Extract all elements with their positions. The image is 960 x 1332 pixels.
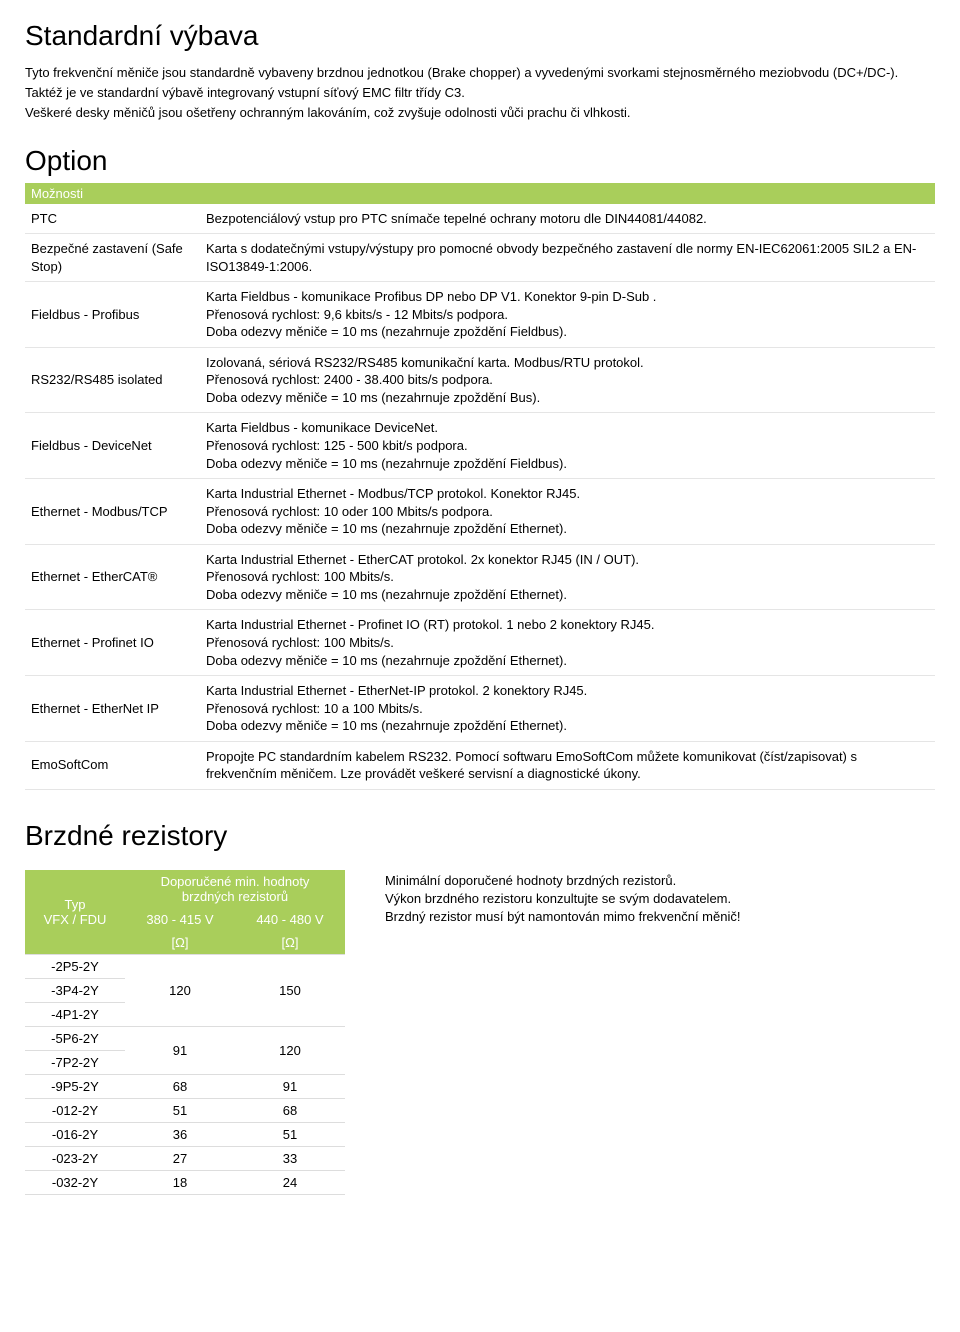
brzd-head-unit2: [Ω] [235, 931, 345, 955]
option-row-desc: Bezpotenciálový vstup pro PTC snímače te… [200, 204, 935, 234]
brzd-row-v1: 27 [125, 1146, 235, 1170]
brzd-head-typ: Typ VFX / FDU [25, 870, 125, 955]
option-row-desc: Karta s dodatečnými vstupy/výstupy pro p… [200, 234, 935, 282]
brzd-row-type: -5P6-2Y [25, 1026, 125, 1050]
option-row-label: Bezpečné zastavení (Safe Stop) [25, 234, 200, 282]
brzd-head-unit1: [Ω] [125, 931, 235, 955]
brzd-side-l1: Minimální doporučené hodnoty brzdných re… [385, 872, 740, 890]
option-row-desc: Karta Industrial Ethernet - Modbus/TCP p… [200, 479, 935, 545]
brzd-row-type: -2P5-2Y [25, 954, 125, 978]
option-header: Možnosti [25, 183, 935, 204]
brzd-row-type: -016-2Y [25, 1122, 125, 1146]
standard-title: Standardní výbava [25, 20, 935, 52]
option-row-label: RS232/RS485 isolated [25, 347, 200, 413]
brzd-row-type: -9P5-2Y [25, 1074, 125, 1098]
brzd-row-v1: 91 [125, 1026, 235, 1074]
option-title: Option [25, 145, 935, 177]
option-row-desc: Karta Industrial Ethernet - EtherCAT pro… [200, 544, 935, 610]
standard-p3: Veškeré desky měničů jsou ošetřeny ochra… [25, 104, 935, 122]
brzd-side-l2: Výkon brzdného rezistoru konzultujte se … [385, 890, 740, 908]
brzd-row-v2: 51 [235, 1122, 345, 1146]
brzd-row-type: -7P2-2Y [25, 1050, 125, 1074]
brzd-row-v1: 120 [125, 954, 235, 1026]
option-row-label: Ethernet - EtherNet IP [25, 676, 200, 742]
brzd-row-v2: 68 [235, 1098, 345, 1122]
option-row-label: EmoSoftCom [25, 741, 200, 789]
brzd-title: Brzdné rezistory [25, 820, 935, 852]
option-row-desc: Karta Fieldbus - komunikace Profibus DP … [200, 282, 935, 348]
brzd-row-v2: 24 [235, 1170, 345, 1194]
option-row-desc: Propojte PC standardním kabelem RS232. P… [200, 741, 935, 789]
option-row-label: Fieldbus - DeviceNet [25, 413, 200, 479]
brzd-head-c2: 440 - 480 V [235, 908, 345, 931]
brzd-row-v1: 51 [125, 1098, 235, 1122]
option-row-desc: Karta Fieldbus - komunikace DeviceNet. P… [200, 413, 935, 479]
option-row-label: PTC [25, 204, 200, 234]
brzd-head-c1: 380 - 415 V [125, 908, 235, 931]
brzd-row-v2: 91 [235, 1074, 345, 1098]
option-row-label: Ethernet - Profinet IO [25, 610, 200, 676]
brzd-table: Typ VFX / FDU Doporučené min. hodnoty br… [25, 870, 345, 1195]
brzd-row-v1: 68 [125, 1074, 235, 1098]
brzd-row-v1: 18 [125, 1170, 235, 1194]
option-table: PTCBezpotenciálový vstup pro PTC snímače… [25, 204, 935, 790]
brzd-row-type: -023-2Y [25, 1146, 125, 1170]
option-row-desc: Karta Industrial Ethernet - Profinet IO … [200, 610, 935, 676]
option-row-label: Fieldbus - Profibus [25, 282, 200, 348]
brzd-row-v2: 150 [235, 954, 345, 1026]
brzd-side: Minimální doporučené hodnoty brzdných re… [385, 870, 740, 927]
brzd-row-type: -4P1-2Y [25, 1002, 125, 1026]
standard-p1: Tyto frekvenční měniče jsou standardně v… [25, 64, 935, 82]
option-row-desc: Izolovaná, sériová RS232/RS485 komunikač… [200, 347, 935, 413]
brzd-side-l3: Brzdný rezistor musí být namontován mimo… [385, 908, 740, 926]
option-row-label: Ethernet - EtherCAT® [25, 544, 200, 610]
brzd-row-type: -3P4-2Y [25, 978, 125, 1002]
brzd-row-v1: 36 [125, 1122, 235, 1146]
brzd-row-type: -032-2Y [25, 1170, 125, 1194]
brzd-row-type: -012-2Y [25, 1098, 125, 1122]
option-row-desc: Karta Industrial Ethernet - EtherNet-IP … [200, 676, 935, 742]
standard-p2: Taktéž je ve standardní výbavě integrova… [25, 84, 935, 102]
brzd-row-v2: 33 [235, 1146, 345, 1170]
option-row-label: Ethernet - Modbus/TCP [25, 479, 200, 545]
brzd-row-v2: 120 [235, 1026, 345, 1074]
brzd-head-group: Doporučené min. hodnoty brzdných rezisto… [125, 870, 345, 908]
